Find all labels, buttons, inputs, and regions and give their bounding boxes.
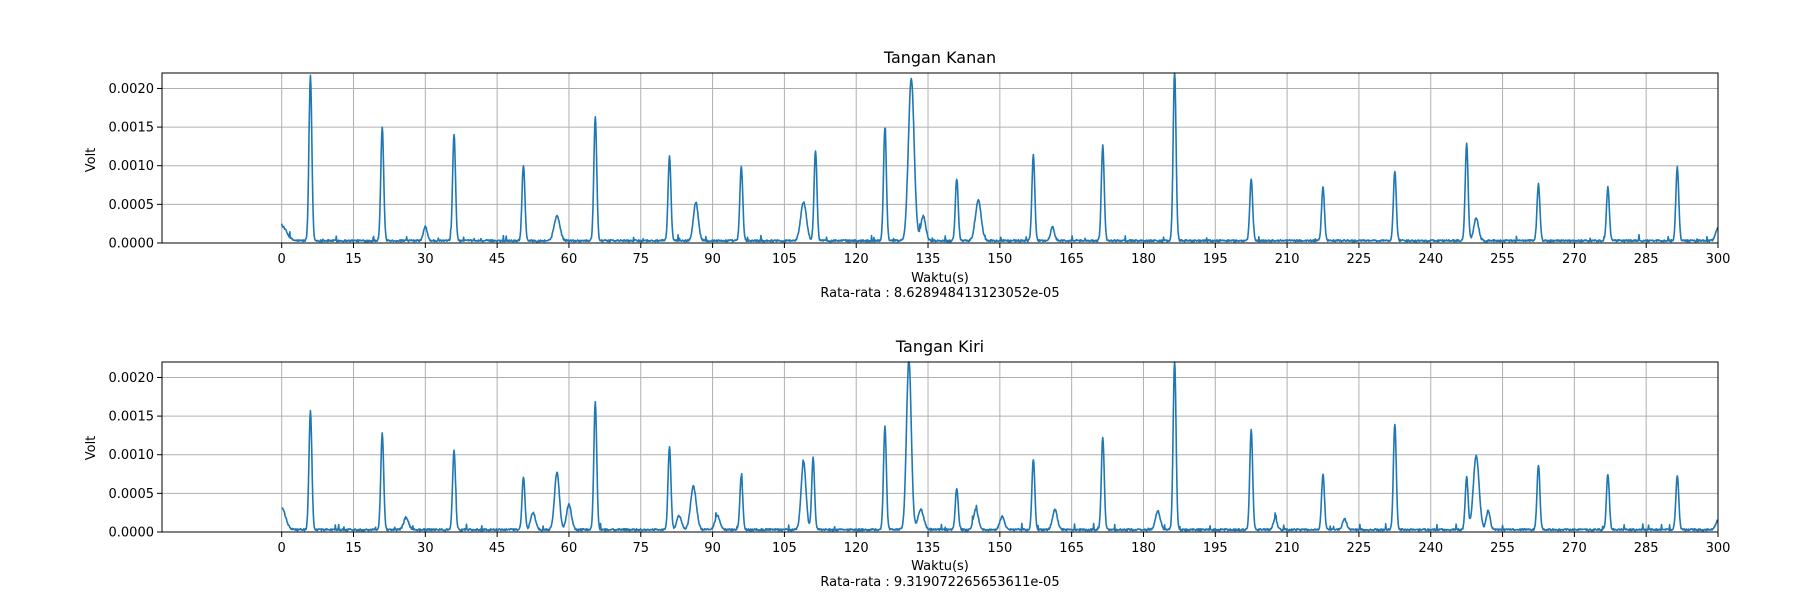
x-tick-label: 105 — [772, 252, 797, 267]
x-tick-label: 15 — [345, 541, 362, 556]
x-tick-label: 180 — [1131, 252, 1156, 267]
mean-value-label: Rata-rata : 8.628948413123052e-05 — [820, 286, 1059, 301]
x-tick-label: 90 — [704, 252, 721, 267]
signal-series-line — [280, 72, 1719, 243]
y-tick-label: 0.0005 — [109, 487, 155, 502]
y-tick-label: 0.0015 — [109, 410, 155, 425]
chart-panel-tangan-kiri: Tangan Kiri Volt Waktu(s) Rata-rata : 9.… — [84, 337, 1730, 590]
x-tick-label: 60 — [561, 252, 578, 267]
x-tick-label: 225 — [1347, 252, 1372, 267]
x-tick-label: 135 — [916, 541, 941, 556]
x-tick-label: 255 — [1490, 541, 1515, 556]
x-tick-label: 255 — [1490, 252, 1515, 267]
chart-title: Tangan Kanan — [883, 48, 996, 67]
chart-title: Tangan Kiri — [895, 337, 984, 356]
x-axis-label: Waktu(s) — [911, 559, 969, 574]
x-tick-label: 210 — [1275, 541, 1300, 556]
x-tick-label: 180 — [1131, 541, 1156, 556]
x-tick-label: 75 — [632, 541, 649, 556]
y-tick-label: 0.0005 — [109, 198, 155, 213]
plot-frame — [161, 72, 1719, 244]
x-tick-label: 300 — [1706, 252, 1731, 267]
chart-panel-tangan-kanan: Tangan Kanan Volt Waktu(s) Rata-rata : 8… — [84, 48, 1730, 301]
x-tick-label: 270 — [1562, 252, 1587, 267]
x-tick-label: 240 — [1418, 541, 1443, 556]
x-tick-label: 105 — [772, 541, 797, 556]
x-tick-label: 30 — [417, 541, 434, 556]
y-tick-label: 0.0020 — [109, 371, 155, 386]
x-tick-label: 210 — [1275, 252, 1300, 267]
x-tick-label: 45 — [489, 252, 506, 267]
y-tick-label: 0.0010 — [109, 448, 155, 463]
signal-series-line — [281, 361, 1719, 532]
x-tick-label: 15 — [345, 252, 362, 267]
x-tick-label: 270 — [1562, 541, 1587, 556]
x-tick-label: 0 — [278, 252, 286, 267]
x-tick-label: 240 — [1418, 252, 1443, 267]
x-tick-label: 45 — [489, 541, 506, 556]
x-tick-label: 150 — [987, 252, 1012, 267]
x-tick-label: 195 — [1203, 541, 1228, 556]
y-axis-label: Volt — [84, 148, 99, 173]
x-tick-label: 135 — [916, 252, 941, 267]
x-tick-label: 60 — [561, 541, 578, 556]
x-axis-label: Waktu(s) — [911, 271, 969, 286]
x-tick-label: 285 — [1634, 541, 1659, 556]
x-tick-label: 285 — [1634, 252, 1659, 267]
y-tick-label: 0.0020 — [109, 82, 155, 97]
x-tick-label: 90 — [704, 541, 721, 556]
plot-frame — [161, 361, 1719, 533]
mean-value-label: Rata-rata : 9.319072265653611e-05 — [820, 575, 1059, 590]
x-tick-label: 225 — [1347, 541, 1372, 556]
x-tick-label: 165 — [1059, 252, 1084, 267]
y-tick-label: 0.0000 — [109, 237, 155, 252]
x-tick-label: 165 — [1059, 541, 1084, 556]
x-tick-label: 195 — [1203, 252, 1228, 267]
x-tick-label: 300 — [1706, 541, 1731, 556]
y-axis-label: Volt — [84, 436, 99, 461]
y-tick-label: 0.0015 — [109, 121, 155, 136]
x-tick-label: 30 — [417, 252, 434, 267]
x-tick-label: 120 — [844, 541, 869, 556]
y-tick-label: 0.0010 — [109, 159, 155, 174]
x-tick-label: 120 — [844, 252, 869, 267]
x-tick-label: 75 — [632, 252, 649, 267]
y-tick-label: 0.0000 — [109, 526, 155, 541]
x-tick-label: 150 — [987, 541, 1012, 556]
x-tick-label: 0 — [278, 541, 286, 556]
